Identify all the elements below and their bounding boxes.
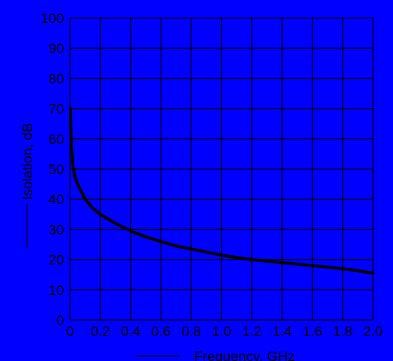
- y-axis-title: Isolation, dB: [19, 123, 35, 200]
- x-tick-label: 0.8: [181, 323, 201, 339]
- y-axis-title-group: Isolation, dB: [19, 123, 35, 248]
- y-tick-labels: 0 10 20 30 40 50 60 70 80 90 100: [41, 10, 65, 328]
- x-tick-labels: 0 0.2 0.4 0.6 0.8 1.0 1.2 1.4 1.6 1.8 2.0: [66, 323, 383, 339]
- y-tick-label: 80: [48, 70, 64, 86]
- y-tick-label: 0: [56, 312, 64, 328]
- y-tick-label: 50: [48, 161, 64, 177]
- x-tick-label: 1.0: [212, 323, 232, 339]
- x-tick-label: 0.4: [121, 323, 141, 339]
- y-tick-label: 40: [48, 191, 64, 207]
- y-tick-label: 100: [41, 10, 65, 26]
- x-tick-label: 0.2: [91, 323, 111, 339]
- y-tick-label: 60: [48, 131, 64, 147]
- x-tick-label: 1.6: [303, 323, 323, 339]
- y-tick-label: 90: [48, 40, 64, 56]
- y-tick-label: 30: [48, 221, 64, 237]
- x-tick-label: 0: [66, 323, 74, 339]
- x-tick-label: 1.8: [333, 323, 353, 339]
- x-tick-label: 0.6: [151, 323, 171, 339]
- y-tick-label: 70: [48, 101, 64, 117]
- isolation-curve: [68, 107, 375, 275]
- y-tick-label: 20: [48, 252, 64, 268]
- x-axis-title-group: Frequency, GHz: [136, 348, 295, 361]
- x-axis-title: Frequency, GHz: [194, 348, 295, 361]
- grid-lines: [69, 17, 374, 321]
- x-tick-label: 1.2: [242, 323, 262, 339]
- y-tick-label: 10: [48, 282, 64, 298]
- x-tick-label: 1.4: [272, 323, 292, 339]
- x-tick-label: 2.0: [363, 323, 383, 339]
